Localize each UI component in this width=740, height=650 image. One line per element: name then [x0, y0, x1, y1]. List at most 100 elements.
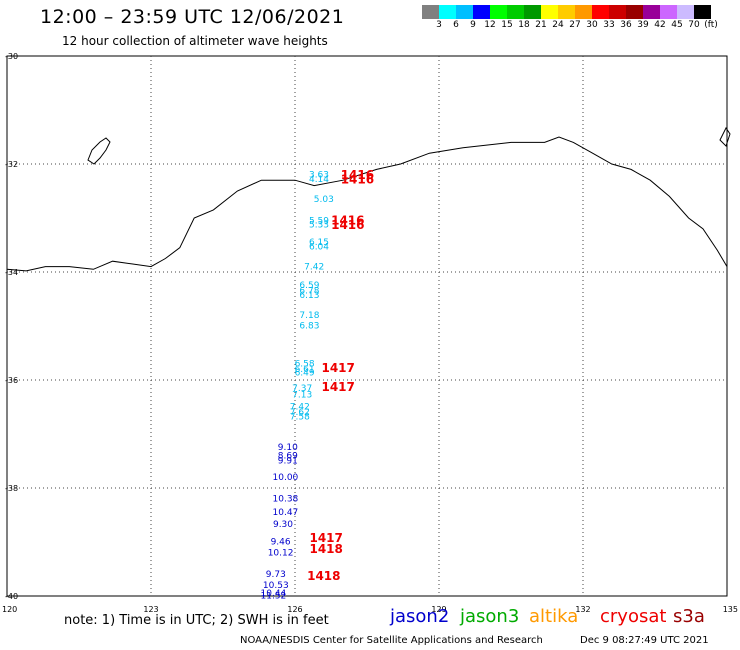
color-scale-tick: 9: [470, 20, 476, 30]
jason2-swh-label: 9.91: [278, 457, 298, 467]
color-scale-tick: 30: [586, 20, 598, 30]
island-outline: [87, 137, 111, 165]
jason3-swh-label: 6.13: [299, 291, 319, 301]
lat-tick-label: -30: [5, 52, 18, 61]
jason2-swh-label: 10.53: [263, 581, 289, 591]
color-swatch: [473, 5, 490, 19]
jason3-swh-label: 7.62: [290, 408, 310, 418]
cryosat-swh-label: 1416: [331, 213, 364, 227]
color-swatch: [490, 5, 507, 19]
legend-jason2: jason2: [390, 606, 450, 627]
color-swatch: [609, 5, 626, 19]
island-outline: [719, 127, 731, 147]
legend-cryosat: cryosat: [600, 606, 667, 627]
jason2-swh-label: 10.44: [261, 589, 287, 599]
credit-line: NOAA/NESDIS Center for Satellite Applica…: [240, 635, 543, 646]
color-scale-tick: 18: [518, 20, 530, 30]
color-swatch: [643, 5, 660, 19]
jason2-swh-label: 10.38: [273, 495, 299, 505]
color-scale-tick: 6: [453, 20, 459, 30]
color-swatch: [558, 5, 575, 19]
color-scale-legend: [422, 5, 711, 19]
color-scale-tick: 70: [688, 20, 700, 30]
jason2-swh-label: 8.69: [278, 451, 298, 461]
color-swatch: [626, 5, 643, 19]
lon-tick-label: 126: [287, 605, 302, 614]
color-scale-tick: 15: [501, 20, 513, 30]
footnote: note: 1) Time is in UTC; 2) SWH is in fe…: [64, 613, 329, 628]
jason2-swh-label: 9.46: [271, 538, 291, 548]
jason3-swh-label: 7.42: [304, 262, 324, 272]
color-scale-tick: 21: [535, 20, 547, 30]
lat-tick-label: -38: [5, 484, 18, 493]
map-subtitle: 12 hour collection of altimeter wave hei…: [62, 34, 328, 48]
jason3-swh-label: 6.04: [309, 242, 329, 252]
jason3-swh-label: 7.42: [290, 403, 310, 413]
generated-timestamp: Dec 9 08:27:49 UTC 2021: [580, 635, 709, 646]
jason3-swh-label: 6.61: [295, 365, 315, 375]
jason3-swh-label: 5.59: [309, 216, 329, 226]
map-frame: [6, 55, 728, 597]
color-scale-tick: 33: [603, 20, 615, 30]
lat-tick-label: -36: [5, 376, 18, 385]
lon-tick-label: 132: [575, 605, 590, 614]
color-scale-tick: 12: [484, 20, 496, 30]
cryosat-swh-label: 1417: [321, 361, 354, 375]
color-swatch: [507, 5, 524, 19]
jason3-swh-label: 5.33: [309, 221, 329, 231]
lon-tick-label: 120: [2, 605, 17, 614]
color-swatch: [592, 5, 609, 19]
jason2-swh-label: 10.00: [273, 473, 299, 483]
cryosat-swh-label: 1418: [309, 542, 342, 556]
color-scale-tick: 36: [620, 20, 632, 30]
map-title: 12:00 – 23:59 UTC 12/06/2021: [40, 6, 345, 28]
coastline: [6, 136, 728, 272]
color-swatch: [439, 5, 456, 19]
jason2-swh-label: 9.73: [266, 570, 286, 580]
color-swatch: [575, 5, 592, 19]
color-swatch: [524, 5, 541, 19]
lat-tick-label: -32: [5, 160, 18, 169]
jason3-swh-label: 7.18: [299, 311, 319, 321]
jason3-swh-label: 7.58: [290, 412, 310, 422]
jason3-swh-label: 5.03: [314, 195, 334, 205]
legend-jason3: jason3: [460, 606, 520, 627]
cryosat-swh-label: 1416: [341, 172, 374, 186]
color-scale-tick: 3: [436, 20, 442, 30]
color-scale-tick: 42: [654, 20, 666, 30]
jason3-swh-label: 6.78: [299, 287, 319, 297]
legend-s3a: s3a: [673, 606, 705, 627]
jason2-swh-label: 10.47: [273, 508, 299, 518]
lon-tick-label: 123: [143, 605, 158, 614]
color-swatch: [694, 5, 711, 19]
color-swatch: [456, 5, 473, 19]
color-scale-tick: (ft): [704, 20, 718, 30]
lon-tick-label: 135: [723, 605, 738, 614]
color-scale-tick: 45: [671, 20, 683, 30]
jason2-swh-label: 9.10: [278, 443, 298, 453]
color-scale-tick: 39: [637, 20, 649, 30]
legend-altika: altika: [529, 606, 579, 627]
color-swatch: [541, 5, 558, 19]
jason3-swh-label: 7.13: [292, 390, 312, 400]
color-swatch: [422, 5, 439, 19]
jason3-swh-label: 6.58: [295, 360, 315, 370]
jason3-swh-label: 3.63: [309, 171, 329, 181]
cryosat-swh-label: 1417: [321, 380, 354, 394]
jason2-swh-label: 10.12: [268, 549, 294, 559]
jason3-swh-label: 6.15: [309, 238, 329, 248]
cryosat-swh-label: 1417: [309, 531, 342, 545]
lat-tick-label: -34: [5, 268, 18, 277]
jason2-swh-label: 11.52: [261, 592, 287, 602]
color-scale-tick: 24: [552, 20, 564, 30]
jason3-swh-label: 6.59: [299, 281, 319, 291]
cryosat-swh-label: 1418: [307, 569, 340, 583]
color-scale-tick: 27: [569, 20, 581, 30]
jason2-swh-label: 9.30: [273, 520, 293, 530]
jason3-swh-label: 4.14: [309, 175, 329, 185]
jason3-swh-label: 6.83: [299, 322, 319, 332]
jason3-swh-label: 6.49: [295, 369, 315, 379]
cryosat-swh-label: 1416: [341, 168, 374, 182]
lon-tick-label: 129: [431, 605, 446, 614]
